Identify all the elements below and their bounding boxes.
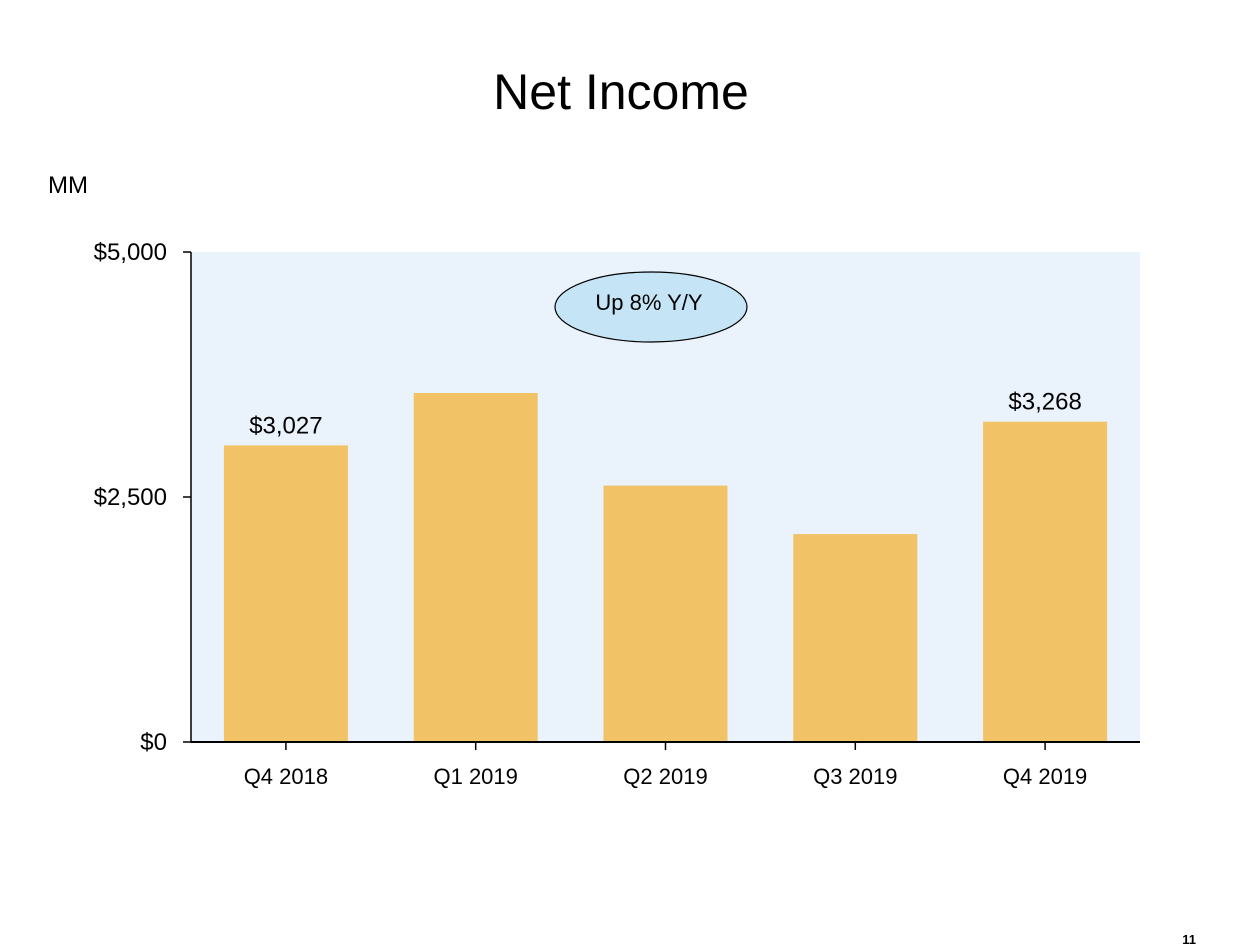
bar-group: [223, 393, 1108, 742]
y-tick-label: $0: [140, 729, 167, 756]
data-label-group: $3,027 $3,268: [249, 389, 1082, 440]
data-label: $3,027: [249, 412, 322, 439]
x-tick-label: Q4 2018: [244, 764, 328, 789]
y-tick-label: $5,000: [94, 239, 167, 266]
y-tick-label: $2,500: [94, 484, 167, 511]
x-tick-label: Q2 2019: [623, 764, 707, 789]
bar-q2-2019: [603, 485, 728, 742]
bar-q1-2019: [413, 393, 538, 742]
bar-q4-2019: [983, 421, 1108, 742]
yoy-callout-text: Up 8% Y/Y: [595, 290, 703, 315]
slide-title: Net Income: [493, 64, 749, 120]
callout-group: Up 8% Y/Y: [554, 271, 748, 343]
x-tick-label: Q3 2019: [813, 764, 897, 789]
unit-label: MM: [48, 172, 88, 199]
x-tick-label: Q1 2019: [433, 764, 517, 789]
page-number: 11: [1182, 932, 1196, 947]
yoy-callout-bubble: [554, 271, 748, 343]
bar-q4-2018: [223, 445, 348, 742]
bar-q3-2019: [793, 534, 918, 742]
data-label: $3,268: [1008, 389, 1081, 416]
y-tick-group: $0 $2,500 $5,000: [94, 239, 191, 756]
x-tick-group: Q4 2018 Q1 2019 Q2 2019 Q3 2019 Q4 2019: [244, 742, 1087, 789]
x-tick-label: Q4 2019: [1003, 764, 1087, 789]
